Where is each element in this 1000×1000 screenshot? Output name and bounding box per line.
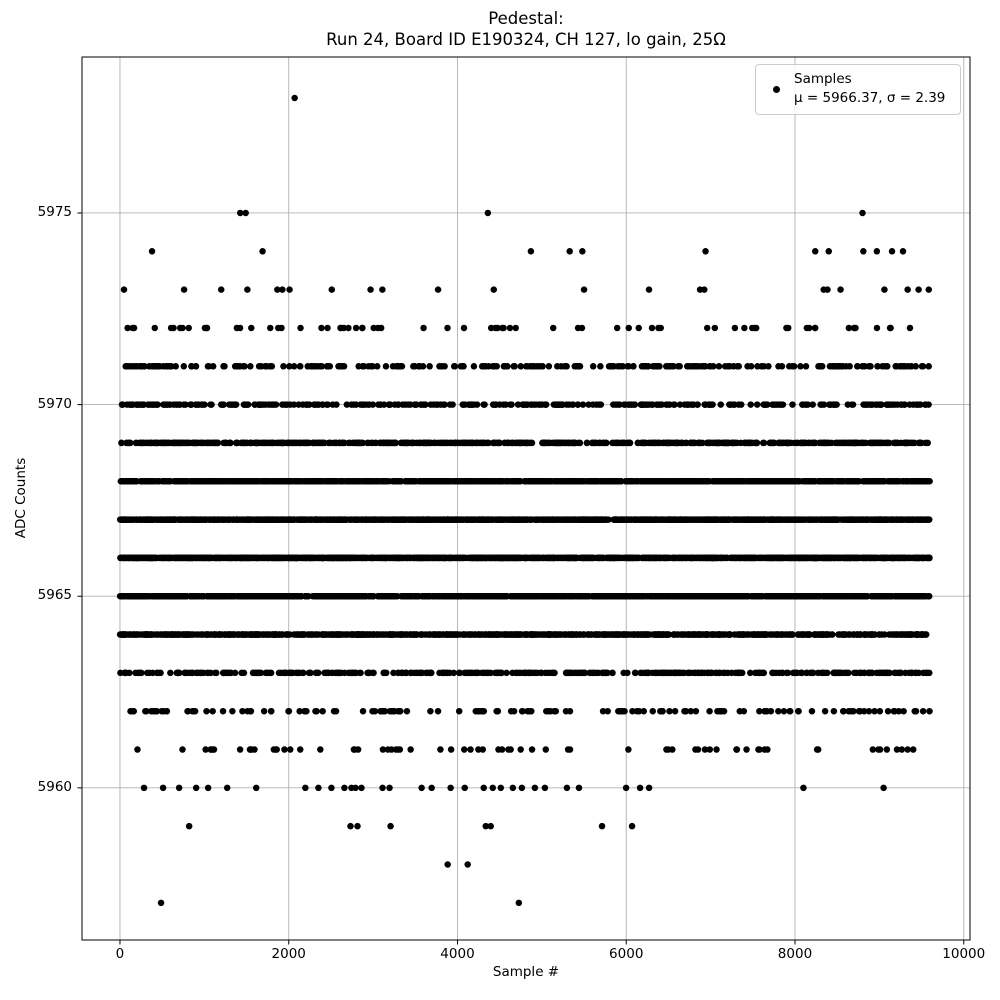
legend-series-label: Samples <box>794 71 852 87</box>
x-tick-label-0: 0 <box>115 946 125 962</box>
x-tick-label-2000: 2000 <box>271 946 306 962</box>
scatter-dot-marker-icon <box>773 85 780 93</box>
y-tick-label-5960: 5960 <box>37 778 72 795</box>
y-tick-label-5970: 5970 <box>37 395 72 412</box>
x-tick-label-4000: 4000 <box>440 946 475 962</box>
y-axis-label: ADC Counts <box>13 457 29 539</box>
x-axis-label: Sample # <box>492 964 560 980</box>
legend-box: Samples μ = 5966.37, σ = 2.39 <box>755 64 961 115</box>
chart-title: Pedestal: Run 24, Board ID E190324, CH 1… <box>82 8 970 50</box>
legend-text: Samples μ = 5966.37, σ = 2.39 <box>794 70 945 108</box>
y-tick-label-5975: 5975 <box>37 203 72 220</box>
x-tick-label-6000: 6000 <box>609 946 644 962</box>
legend-stats-label: μ = 5966.37, σ = 2.39 <box>794 90 946 106</box>
chart-title-line2: Run 24, Board ID E190324, CH 127, lo gai… <box>326 30 726 49</box>
chart-title-line1: Pedestal: <box>488 9 564 28</box>
x-tick-label-10000: 10000 <box>942 946 986 962</box>
x-tick-label-8000: 8000 <box>777 946 813 962</box>
y-tick-label-5965: 5965 <box>37 587 72 604</box>
